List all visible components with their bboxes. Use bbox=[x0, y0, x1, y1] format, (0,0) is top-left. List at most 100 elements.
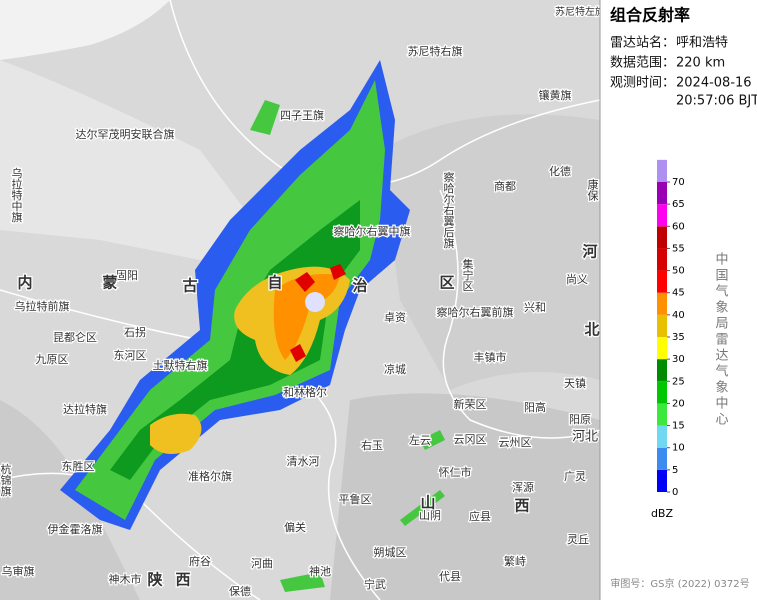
place-label: 右玉 bbox=[361, 438, 383, 452]
date: 2024-08-16 bbox=[676, 76, 752, 91]
place-label: 卓资 bbox=[384, 311, 406, 324]
legend-swatch bbox=[657, 447, 667, 470]
range-label: 数据范围： bbox=[610, 56, 675, 71]
place-label: 河北 bbox=[572, 430, 598, 445]
place-label: 云冈区 bbox=[454, 433, 487, 446]
terrain bbox=[330, 393, 600, 600]
info-panel bbox=[600, 0, 757, 600]
legend-swatch bbox=[657, 469, 667, 492]
place-label: 陕 bbox=[147, 571, 162, 589]
place-label: 代县 bbox=[439, 570, 461, 583]
place-label: 府谷 bbox=[189, 554, 211, 568]
place-label: 山 bbox=[420, 494, 435, 512]
place-label: 乌拉特前旗 bbox=[15, 299, 70, 313]
place-label: 化德 bbox=[549, 164, 571, 178]
place-label: 保德 bbox=[229, 584, 251, 598]
legend-tick-label: 30 bbox=[672, 354, 685, 365]
place-label: 昆都仑区 bbox=[53, 330, 97, 344]
place-label: 偏关 bbox=[284, 520, 306, 534]
color-legend: 0 5 10 15 20 25 30 35 40 45 50 55 60 65 70 bbox=[657, 159, 685, 498]
legend-tick-label: 20 bbox=[672, 398, 685, 409]
place-label: 朔城区 bbox=[374, 546, 407, 559]
place-label: 苏尼特左旗 bbox=[555, 5, 605, 18]
place-label: 察哈尔右翼前旗 bbox=[437, 305, 514, 319]
place-label: 准格尔旗 bbox=[188, 469, 232, 483]
place-label: 北 bbox=[584, 321, 599, 339]
legend-swatch bbox=[657, 182, 667, 205]
place-label: 灵丘 bbox=[567, 533, 589, 546]
place-label: 固阳 bbox=[116, 269, 138, 282]
place-label: 神池 bbox=[309, 564, 331, 578]
place-label: 土默特右旗 bbox=[153, 358, 208, 372]
place-label: 广灵 bbox=[564, 470, 586, 483]
place-label: 镶黄旗 bbox=[539, 88, 572, 102]
legend-swatch bbox=[657, 403, 667, 426]
terrain bbox=[0, 60, 260, 260]
place-label: 西 bbox=[514, 497, 529, 515]
legend-tick-label: 65 bbox=[672, 199, 685, 210]
place-label: 怀仁市 bbox=[439, 465, 472, 479]
footer: 审图号：GS京 (2022) 0372号 bbox=[610, 577, 749, 590]
range: 220 km bbox=[676, 56, 725, 71]
place-label: 浑源 bbox=[512, 480, 534, 494]
place-label: 兴和 bbox=[524, 301, 546, 314]
place-label: 阳原 bbox=[569, 413, 591, 426]
place-label: 蒙 bbox=[102, 274, 117, 292]
time: 20:57:06 BJT bbox=[676, 94, 757, 109]
legend-swatch bbox=[657, 425, 667, 448]
place-label: 繁峙 bbox=[504, 554, 526, 568]
legend-tick-label: 70 bbox=[672, 177, 685, 188]
legend-tick-label: 35 bbox=[672, 332, 685, 343]
legend-tick-label: 15 bbox=[672, 421, 685, 432]
legend-tick-label: 40 bbox=[672, 310, 685, 321]
legend-tick-label: 55 bbox=[672, 243, 685, 254]
legend-swatch bbox=[657, 359, 667, 382]
place-label: 天镇 bbox=[564, 376, 586, 390]
place-label: 察哈尔右翼后旗 bbox=[442, 170, 455, 249]
place-label: 康保 bbox=[586, 178, 599, 202]
station-label: 雷达站名： bbox=[610, 35, 675, 51]
place-label: 清水河 bbox=[287, 455, 320, 468]
legend-swatch bbox=[657, 314, 667, 337]
place-label: 河 bbox=[582, 243, 597, 261]
place-label: 自 bbox=[267, 274, 282, 292]
legend-swatch bbox=[657, 248, 667, 271]
place-label: 东河区 bbox=[114, 349, 147, 362]
legend-tick-label: 5 bbox=[672, 465, 678, 476]
place-label: 区 bbox=[439, 274, 454, 292]
place-label: 平鲁区 bbox=[339, 492, 372, 506]
station: 呼和浩特 bbox=[676, 36, 728, 51]
legend-swatch bbox=[657, 204, 667, 227]
legend-tick-label: 0 bbox=[672, 487, 678, 498]
terrain bbox=[380, 114, 600, 391]
terrain bbox=[0, 0, 170, 60]
place-label: 乌拉特中旗 bbox=[10, 166, 23, 223]
place-label: 宁武 bbox=[364, 577, 386, 591]
place-label: 新荣区 bbox=[454, 397, 487, 411]
legend-tick-label: 10 bbox=[672, 443, 685, 454]
place-label: 尚义 bbox=[566, 272, 588, 286]
place-label: 东胜区 bbox=[62, 459, 95, 473]
credit: 中国气象局雷达气象中心 bbox=[713, 252, 729, 428]
legend-swatch bbox=[657, 270, 667, 293]
place-label: 察哈尔右翼中旗 bbox=[334, 224, 411, 238]
legend-tick-label: 50 bbox=[672, 266, 685, 277]
time-label: 观测时间： bbox=[610, 76, 675, 91]
place-label: 山阴 bbox=[419, 509, 441, 522]
place-label: 达拉特旗 bbox=[63, 402, 107, 416]
legend-tick-label: 60 bbox=[672, 221, 685, 232]
place-label: 九原区 bbox=[36, 353, 69, 366]
legend-swatch bbox=[657, 337, 667, 360]
place-label: 苏尼特右旗 bbox=[408, 44, 463, 58]
place-label: 乌审旗 bbox=[2, 564, 35, 578]
place-label: 商都 bbox=[494, 179, 516, 193]
place-label: 四子王旗 bbox=[280, 108, 324, 122]
place-label: 阳高 bbox=[524, 400, 546, 414]
place-label: 和林格尔 bbox=[283, 385, 327, 399]
place-label: 应县 bbox=[469, 509, 491, 523]
place-label: 伊金霍洛旗 bbox=[48, 522, 103, 536]
legend-swatch bbox=[657, 226, 667, 249]
